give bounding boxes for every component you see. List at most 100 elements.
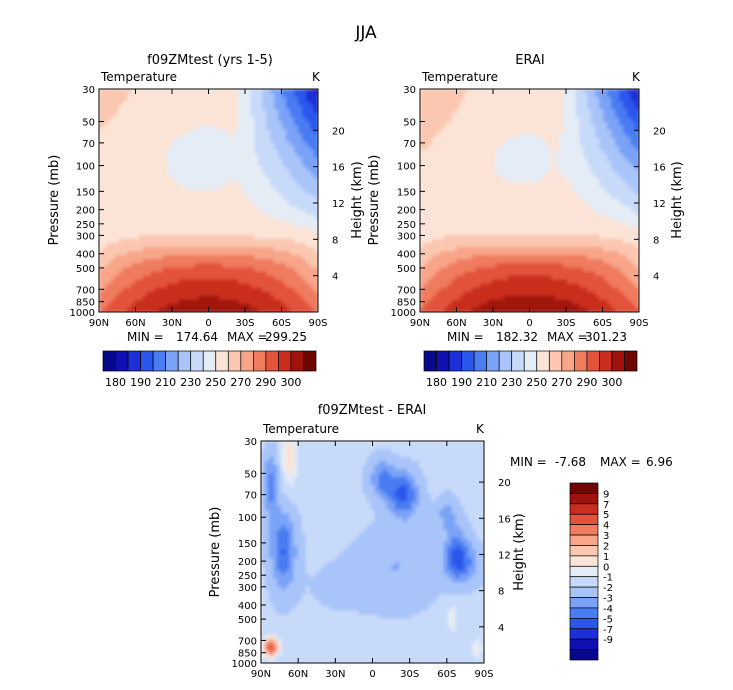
colorbar-box: [574, 351, 587, 371]
x-tick-label: 30N: [325, 669, 345, 680]
x-tick-label: 60N: [288, 669, 308, 680]
colorbar-box: [241, 351, 254, 371]
colorbar-box: [570, 650, 598, 660]
colorbar-label: -5: [603, 614, 613, 625]
colorbar-box: [499, 351, 512, 371]
colorbar-label: 270: [230, 376, 251, 389]
x-tick-label: 90N: [251, 669, 271, 680]
colorbar-label: 9: [603, 489, 609, 500]
y2-tick-label: 16: [498, 514, 511, 525]
y-tick-label: 400: [238, 601, 257, 612]
y-tick-label: 100: [238, 513, 257, 524]
colorbar-box: [570, 545, 598, 555]
colorbar-box: [141, 351, 154, 371]
y-tick-label: 500: [76, 264, 95, 275]
contour-field: [420, 89, 640, 313]
max-value: 301.23: [585, 330, 627, 344]
x-tick-label: 30N: [483, 318, 503, 329]
colorbar-box: [253, 351, 266, 371]
colorbar-label: -7: [603, 625, 613, 636]
x-tick-label: 90N: [89, 318, 109, 329]
colorbar-box: [570, 504, 598, 514]
y-tick-label: 850: [397, 298, 416, 309]
x-tick-label: 0: [526, 318, 532, 329]
x-tick-label: 0: [205, 318, 211, 329]
panel-obs: ERAI Temperature K 305070100150200250300…: [367, 53, 685, 389]
colorbar-label: 230: [180, 376, 201, 389]
colorbar-box: [570, 525, 598, 535]
y2-axis-label: Height (km): [350, 161, 365, 238]
y-tick-label: 30: [403, 85, 416, 96]
y-tick-label: 150: [76, 187, 95, 198]
y-tick-label: 400: [76, 250, 95, 261]
colorbar-box: [599, 351, 612, 371]
y-tick-label: 200: [76, 206, 95, 217]
y-tick-label: 200: [238, 557, 257, 568]
panel-left-label: Temperature: [262, 422, 339, 436]
colorbar-box: [128, 351, 141, 371]
colorbar-label: 3: [603, 531, 609, 542]
x-tick-label: 30S: [235, 318, 254, 329]
colorbar-label: 210: [155, 376, 176, 389]
y-axis-label: Pressure (mb): [208, 507, 223, 598]
y2-axis-label: Height (km): [512, 513, 527, 590]
colorbar-box: [512, 351, 525, 371]
y2-tick-label: 20: [653, 126, 666, 137]
colorbar-label: 7: [603, 500, 609, 511]
colorbar-label: 5: [603, 510, 609, 521]
y2-tick-label: 8: [332, 235, 338, 246]
colorbar-label: -2: [603, 583, 613, 594]
y-tick-label: 700: [238, 636, 257, 647]
y2-tick-label: 4: [332, 272, 338, 283]
panel-title: ERAI: [515, 53, 544, 68]
max-value: 299.25: [265, 330, 307, 344]
x-tick-label: 90S: [474, 669, 493, 680]
colorbar-box: [303, 351, 316, 371]
colorbar-label: 210: [476, 376, 497, 389]
y-tick-label: 100: [397, 162, 416, 173]
x-tick-label: 60N: [446, 318, 466, 329]
y2-tick-label: 4: [498, 623, 504, 634]
colorbar-box: [103, 351, 116, 371]
x-tick-label: 30S: [400, 669, 419, 680]
colorbar-box: [462, 351, 475, 371]
x-tick-label: 60N: [125, 318, 145, 329]
y-tick-label: 250: [397, 220, 416, 231]
colorbar-label: -4: [603, 604, 613, 615]
x-tick-label: 0: [369, 669, 375, 680]
min-value: 174.64: [176, 330, 218, 344]
colorbar-label: 300: [280, 376, 301, 389]
colorbar-box: [266, 351, 279, 371]
y-tick-label: 100: [76, 162, 95, 173]
colorbar-box: [570, 493, 598, 503]
y-tick-label: 30: [82, 85, 95, 96]
y-tick-label: 50: [244, 469, 257, 480]
colorbar-box: [562, 351, 575, 371]
colorbar-label: 2: [603, 541, 609, 552]
colorbar-label: 1: [603, 552, 609, 563]
colorbar-box: [570, 514, 598, 524]
y-tick-label: 250: [76, 220, 95, 231]
colorbar-box: [537, 351, 550, 371]
y2-tick-label: 20: [332, 126, 345, 137]
y2-tick-label: 12: [653, 199, 666, 210]
x-tick-label: 90S: [308, 318, 327, 329]
colorbar-box: [424, 351, 437, 371]
y2-tick-label: 8: [498, 587, 504, 598]
colorbar-box: [291, 351, 304, 371]
x-tick-label: 30N: [162, 318, 182, 329]
colorbar-label: 190: [451, 376, 472, 389]
max-value: 6.96: [646, 455, 673, 469]
y-tick-label: 70: [244, 491, 257, 502]
min-label: MIN =: [447, 330, 484, 344]
colorbar-label: 0: [603, 562, 609, 573]
min-label: MIN =: [510, 455, 547, 469]
colorbar-box: [570, 618, 598, 628]
contour-field: [99, 89, 319, 313]
min-value: -7.68: [555, 455, 586, 469]
y-tick-label: 200: [397, 206, 416, 217]
